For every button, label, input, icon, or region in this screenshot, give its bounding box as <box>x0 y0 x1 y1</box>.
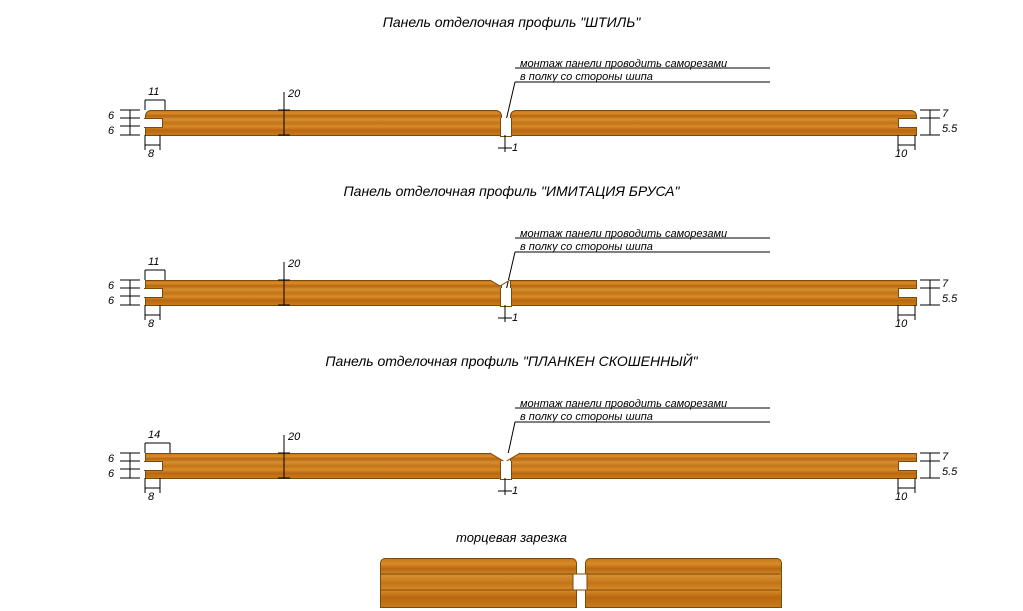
end-cut-lines <box>0 0 1023 611</box>
